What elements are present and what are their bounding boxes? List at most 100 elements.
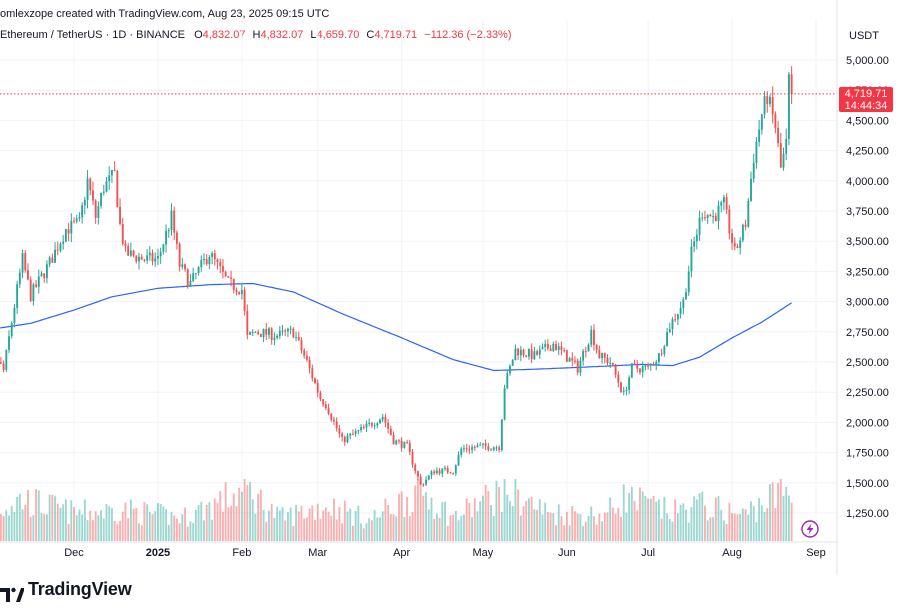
price-tick-label: 2,750.00 xyxy=(846,327,889,339)
candle xyxy=(779,132,782,169)
volume-bar xyxy=(89,510,92,541)
volume-bar xyxy=(203,520,205,541)
volume-bar xyxy=(546,511,549,541)
candle-body xyxy=(430,471,433,476)
volume-bar xyxy=(281,507,284,541)
volume-bar xyxy=(213,498,216,541)
candle-body xyxy=(522,349,525,356)
volume-bar xyxy=(419,479,422,541)
candle-body xyxy=(739,240,742,248)
candle-body xyxy=(511,360,514,366)
volume-bar xyxy=(720,509,723,541)
legend-open-label: O xyxy=(194,29,203,41)
volume-bar xyxy=(641,491,644,541)
candle xyxy=(154,252,157,267)
candle xyxy=(509,364,511,376)
candle-body xyxy=(284,330,287,332)
volume-bar xyxy=(322,510,325,541)
candle xyxy=(278,326,281,340)
price-tick-label: 1,500.00 xyxy=(846,478,889,490)
candle-body xyxy=(254,331,257,333)
candle-body xyxy=(159,251,162,257)
volume-bar xyxy=(587,515,590,541)
candle-body xyxy=(725,197,728,210)
candle xyxy=(235,287,238,296)
candle xyxy=(438,467,441,476)
candle-body xyxy=(192,273,195,281)
candle-body xyxy=(132,250,135,256)
volume-bar xyxy=(192,522,195,541)
candle xyxy=(92,181,94,206)
volume-bar xyxy=(257,493,260,541)
volume-bar xyxy=(360,523,362,541)
candle-body xyxy=(270,328,273,340)
candle xyxy=(243,287,246,316)
volume-bar xyxy=(330,515,333,541)
candle xyxy=(568,356,571,362)
volume-bar xyxy=(714,497,717,541)
volume-bar xyxy=(538,499,541,541)
volume-bar xyxy=(273,517,276,541)
volume-bar xyxy=(292,525,295,541)
candle-body xyxy=(490,449,492,451)
volume-bar xyxy=(441,502,444,541)
volume-bar xyxy=(530,496,533,541)
candle xyxy=(571,352,574,367)
volume-bar xyxy=(167,525,170,541)
price-axis[interactable]: 1,250.00 1,500.00 1,750.00 2,000.00 2,250.00… xyxy=(0,0,889,575)
candle-body xyxy=(297,336,300,340)
candle-body xyxy=(663,346,666,354)
price-chart[interactable]: 1,250.00 1,500.00 1,750.00 2,000.00 2,250.00… xyxy=(0,0,905,575)
candle xyxy=(373,422,376,430)
candle xyxy=(110,169,113,183)
candle xyxy=(479,442,482,446)
volume-bar xyxy=(479,501,482,541)
price-tick-label: 1,750.00 xyxy=(846,448,889,460)
candle xyxy=(614,363,617,379)
lightning-icon[interactable] xyxy=(801,520,819,538)
candle xyxy=(286,327,289,338)
candle xyxy=(712,209,715,224)
candle-body xyxy=(276,335,279,338)
candle-body xyxy=(747,200,750,227)
candle-body xyxy=(265,328,268,335)
candle-body xyxy=(29,279,32,302)
candle-body xyxy=(143,259,146,261)
volume-bar xyxy=(633,500,636,541)
volume-bar xyxy=(297,511,300,541)
candle-body xyxy=(541,346,544,350)
candle-body xyxy=(289,328,292,330)
price-tick-label: 3,500.00 xyxy=(846,236,889,248)
candle-body xyxy=(175,232,178,244)
candle-body xyxy=(787,74,790,139)
price-tick-label: 2,500.00 xyxy=(846,357,889,369)
candle xyxy=(403,441,406,449)
candle-body xyxy=(639,368,641,373)
candle xyxy=(197,266,200,276)
candle-body xyxy=(712,216,715,218)
volume-bar xyxy=(249,482,251,541)
candle xyxy=(70,213,73,243)
candle xyxy=(549,344,552,352)
candle xyxy=(555,340,557,351)
time-axis[interactable]: Dec 2025 Feb Mar Apr May Jun Jul Aug Sep xyxy=(64,547,826,559)
candle xyxy=(16,280,19,314)
candle xyxy=(647,362,650,370)
candle-body xyxy=(116,170,119,207)
candle-body xyxy=(170,210,173,230)
candle xyxy=(454,464,457,477)
volume-bar xyxy=(541,514,544,541)
volume-bar xyxy=(37,490,40,541)
volume-bar xyxy=(766,508,769,541)
candle-body xyxy=(351,433,354,435)
volume-bar xyxy=(557,504,560,541)
candle xyxy=(790,66,793,105)
candle-body xyxy=(346,435,349,443)
volume-bar xyxy=(476,511,479,541)
candle xyxy=(777,121,780,148)
volume-bar xyxy=(324,507,327,541)
candle-body xyxy=(590,329,593,345)
volume-bar xyxy=(787,495,790,541)
candle-body xyxy=(330,413,333,420)
volume-bar xyxy=(490,505,492,541)
